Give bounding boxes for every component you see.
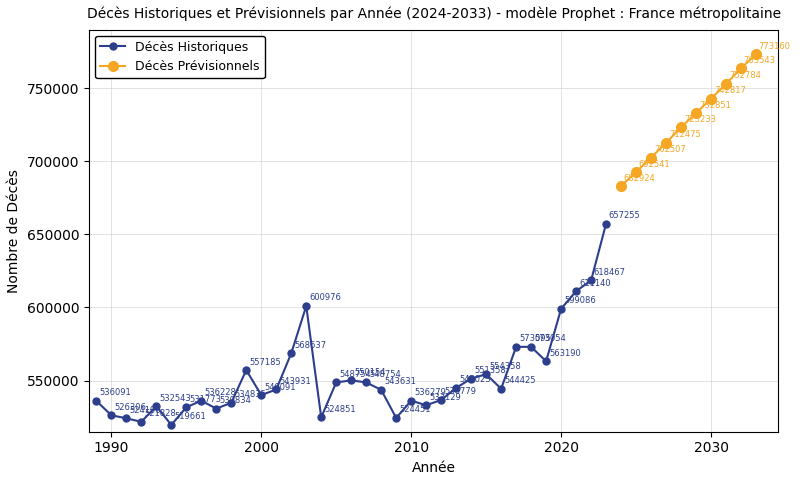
Text: 763543: 763543 [744,56,776,65]
Text: 540091: 540091 [264,383,295,391]
Décès Historiques [257,392,266,398]
Décès Historiques [166,422,176,428]
Décès Historiques [211,406,221,412]
Décès Historiques [122,415,131,421]
Text: 773160: 773160 [758,41,790,51]
Décès Historiques [511,344,521,350]
Décès Historiques [182,404,191,410]
Text: 545023: 545023 [459,375,490,384]
Décès Historiques [586,278,596,283]
Text: 526306: 526306 [114,402,146,412]
Décès Historiques [346,377,356,383]
Text: 618467: 618467 [594,268,626,277]
Décès Prévisionnels [631,169,641,175]
Line: Décès Prévisionnels: Décès Prévisionnels [616,49,761,191]
X-axis label: Année: Année [412,461,456,475]
Text: 599086: 599086 [564,296,596,305]
Text: 544425: 544425 [504,376,535,385]
Décès Historiques [482,371,491,377]
Text: 524451: 524451 [399,405,430,415]
Text: 531773: 531773 [189,395,221,404]
Text: 534835: 534835 [234,390,266,399]
Text: 573054: 573054 [534,335,566,343]
Décès Historiques [391,415,401,421]
Décès Historiques [242,367,251,373]
Text: 732851: 732851 [699,101,730,109]
Décès Prévisionnels [646,155,656,161]
Text: 682924: 682924 [624,174,656,183]
Text: 657255: 657255 [609,211,641,220]
Décès Historiques [317,415,326,420]
Text: 536228: 536228 [204,388,236,397]
Y-axis label: Nombre de Décès: Nombre de Décès [7,169,21,293]
Text: 568637: 568637 [294,341,326,350]
Décès Historiques [496,386,506,392]
Text: 536279: 536279 [414,388,446,397]
Décès Prévisionnels [706,95,716,101]
Text: 521828: 521828 [144,409,176,418]
Décès Historiques [436,397,446,403]
Text: 742817: 742817 [714,86,746,95]
Décès Prévisionnels [722,81,731,87]
Décès Prévisionnels [691,110,701,116]
Décès Historiques [137,419,146,425]
Text: 536091: 536091 [99,388,131,397]
Décès Historiques [302,303,311,309]
Décès Historiques [91,398,101,404]
Décès Historiques [451,385,461,391]
Décès Prévisionnels [662,140,671,146]
Décès Prévisionnels [616,183,626,189]
Décès Prévisionnels [676,124,686,130]
Text: 532543: 532543 [159,394,191,402]
Décès Historiques [422,402,431,408]
Décès Historiques [466,375,476,381]
Décès Historiques [226,400,236,406]
Décès Historiques [406,398,416,403]
Text: 573095: 573095 [519,334,550,343]
Text: 536779: 536779 [444,388,476,396]
Text: 530834: 530834 [219,396,251,405]
Text: 723233: 723233 [684,115,716,124]
Text: 551358: 551358 [474,366,506,375]
Décès Historiques [151,403,161,409]
Décès Historiques [271,387,281,392]
Text: 550154: 550154 [354,368,386,377]
Text: 600976: 600976 [309,294,341,303]
Text: 524851: 524851 [324,405,356,414]
Décès Historiques [106,412,116,418]
Text: 563190: 563190 [549,349,581,358]
Décès Historiques [286,350,296,356]
Title: Décès Historiques et Prévisionnels par Année (2024-2033) - modèle Prophet : Fran: Décès Historiques et Prévisionnels par A… [86,7,781,21]
Décès Historiques [331,379,341,385]
Text: 548754: 548754 [339,370,370,379]
Décès Historiques [197,398,206,403]
Legend: Décès Historiques, Décès Prévisionnels: Décès Historiques, Décès Prévisionnels [95,36,265,78]
Décès Historiques [571,288,581,294]
Décès Historiques [602,221,611,227]
Text: 519661: 519661 [174,413,206,421]
Text: 554358: 554358 [489,362,521,371]
Text: 752784: 752784 [729,71,761,80]
Décès Historiques [362,379,371,385]
Décès Historiques [526,344,536,350]
Décès Historiques [376,387,386,393]
Décès Prévisionnels [736,66,746,71]
Text: 712475: 712475 [669,131,701,139]
Décès Historiques [542,359,551,364]
Text: 533129: 533129 [429,393,461,402]
Text: 692541: 692541 [639,160,670,169]
Text: 548754: 548754 [369,370,401,379]
Text: 524196: 524196 [129,406,161,415]
Text: 543631: 543631 [384,377,416,387]
Text: 543931: 543931 [279,377,310,386]
Décès Historiques [556,306,566,312]
Text: 611140: 611140 [579,279,610,288]
Text: 702507: 702507 [654,145,686,154]
Text: 557185: 557185 [249,358,281,366]
Décès Prévisionnels [751,51,761,57]
Line: Décès Historiques: Décès Historiques [93,220,610,428]
